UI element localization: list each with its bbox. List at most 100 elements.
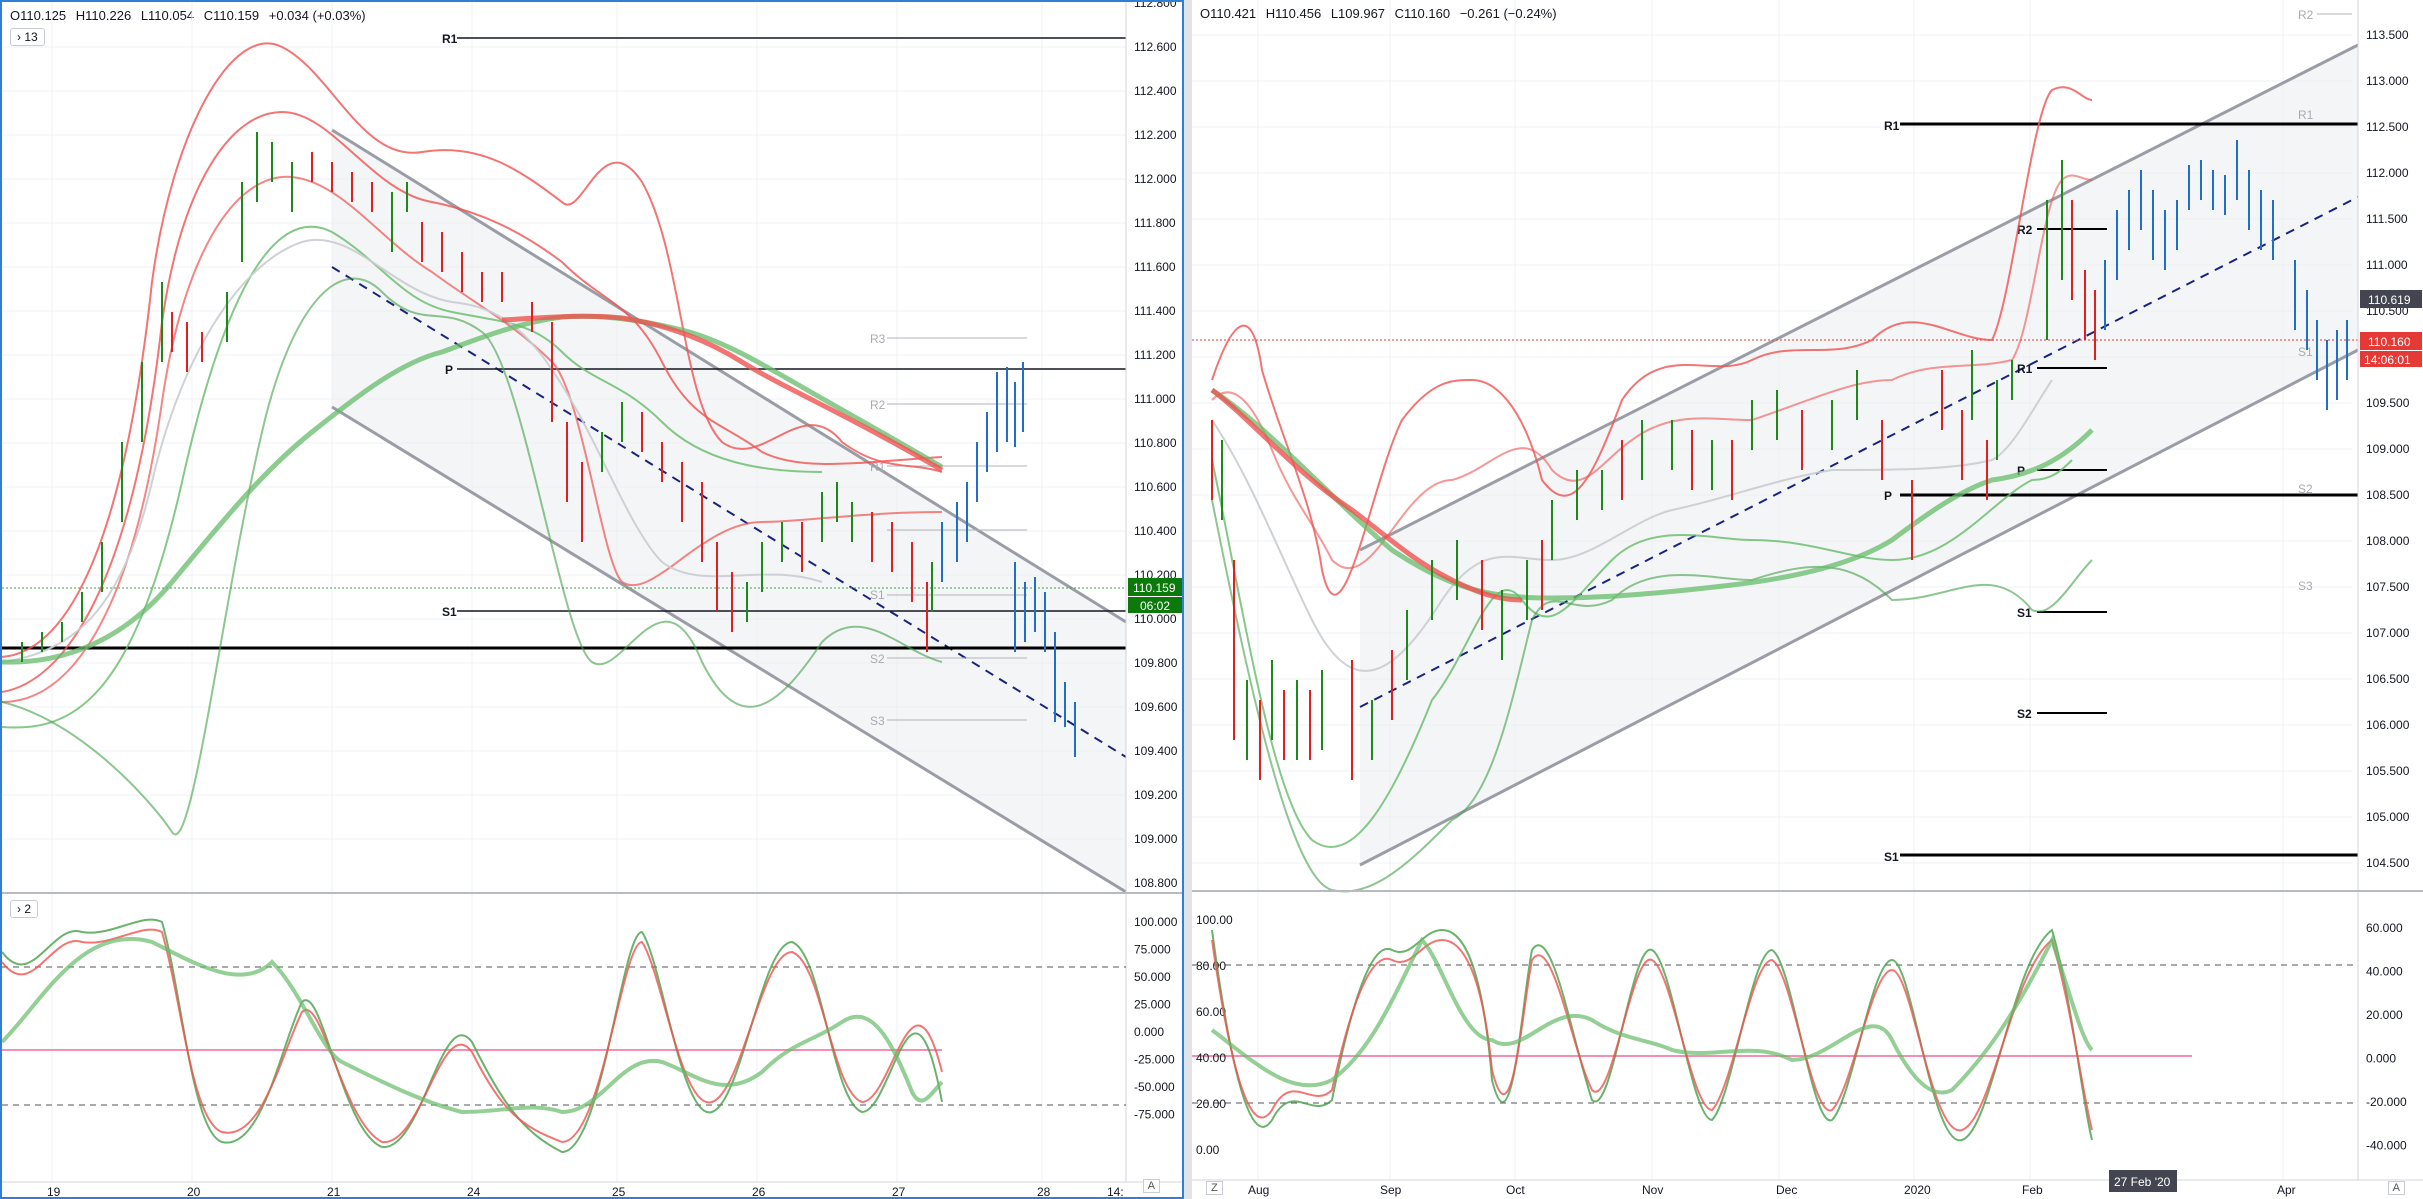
- right-price-axis-label: 109.500: [2366, 396, 2410, 410]
- right-price-axis-label: 106.500: [2366, 672, 2410, 686]
- left-pivot-r1b: R1: [870, 460, 886, 474]
- left-price-axis-label: 112.600: [1134, 40, 1177, 54]
- right-price-axis-label: 112.000: [2366, 166, 2409, 180]
- left-time-axis-label: 27: [892, 1185, 906, 1199]
- left-time-axis-label: 20: [187, 1185, 201, 1199]
- right-price-axis-label: 108.500: [2366, 488, 2410, 502]
- right-pivot-s1: S1: [2017, 606, 2032, 620]
- left-auto-scale-label: A: [1147, 1180, 1155, 1192]
- left-price-axis-label: 111.600: [1134, 260, 1176, 274]
- right-zoom-button[interactable]: Z: [1206, 1181, 1223, 1195]
- left-price-axis-label: 111.800: [1134, 216, 1176, 230]
- left-countdown: 06:02: [1140, 599, 1170, 613]
- left-indicator-toggle[interactable]: › 13: [10, 28, 45, 46]
- left-channel-mid: [331, 266, 1127, 758]
- right-time-axis-label: Dec: [1776, 1183, 1797, 1197]
- right-pivot-r1b: R1: [2298, 108, 2314, 122]
- right-pivot-pbot: P: [1884, 489, 1892, 503]
- right-auto-scale-button[interactable]: A: [2387, 1181, 2405, 1195]
- right-osc-right-axis-label: 40.000: [2366, 965, 2403, 979]
- right-time-axis-label: Aug: [1248, 1183, 1269, 1197]
- right-close: C110.160: [1394, 6, 1451, 21]
- right-open: O110.421: [1200, 6, 1257, 21]
- right-price-axis-label: 107.500: [2366, 580, 2410, 594]
- left-price-axis: 112.800 112.600 112.400 112.200 112.000 111.8…: [1134, 2, 1178, 890]
- left-ma-green: [2, 313, 944, 665]
- left-price-axis-label: 109.600: [1134, 700, 1178, 714]
- right-ma-green: [1210, 387, 2094, 601]
- left-price-axis-label: 110.800: [1134, 436, 1177, 450]
- right-pivot-r1: R1: [1884, 119, 1900, 133]
- right-auto-scale-label: A: [2392, 1182, 2400, 1194]
- left-osc-axis-label: 100.000: [1134, 915, 1178, 929]
- left-pivot-s1b: S1: [870, 588, 885, 602]
- left-time-axis-label: 19: [47, 1185, 61, 1199]
- right-change: −0.261 (−0.24%): [1459, 6, 1557, 21]
- left-osc-axis-label: 50.000: [1134, 970, 1171, 984]
- pane-divider[interactable]: [1184, 0, 1192, 1199]
- left-price-axis-label: 110.400: [1134, 524, 1177, 538]
- left-change: +0.034 (+0.03%): [268, 8, 366, 23]
- left-osc-axis-label: 0.000: [1134, 1025, 1164, 1039]
- left-time-axis-label: 14:: [1107, 1185, 1124, 1199]
- left-price-axis-label: 109.800: [1134, 656, 1178, 670]
- left-auto-scale-button[interactable]: A: [1142, 1179, 1160, 1193]
- right-osc-right-axis-label: 0.000: [2366, 1052, 2396, 1066]
- right-chart-pane[interactable]: O110.421 H110.456 L109.967 C110.160 −0.2…: [1192, 0, 2423, 1199]
- right-pivot-r2: R2: [2017, 223, 2033, 237]
- right-time-axis-label: Sep: [1380, 1183, 1402, 1197]
- right-osc-right-axis-label: -40.000: [2366, 1139, 2407, 1153]
- left-osc-count: 2: [24, 902, 32, 916]
- left-pivot-r2: R2: [870, 398, 886, 412]
- left-osc-toggle[interactable]: › 2: [10, 900, 39, 918]
- right-price-tag-1: 110.619: [2368, 293, 2411, 307]
- right-price-axis-label: 112.500: [2366, 120, 2409, 134]
- left-pivot-r3: R3: [870, 332, 886, 346]
- right-pivot-s1top: S1: [2298, 345, 2313, 359]
- right-price-axis-label: 106.000: [2366, 718, 2410, 732]
- right-price-axis-label: 107.000: [2366, 626, 2410, 640]
- right-pivot-s2: S2: [2017, 707, 2032, 721]
- right-price-axis-label: 109.000: [2366, 442, 2410, 456]
- left-high: H110.226: [75, 8, 132, 23]
- right-osc-right-axis-label: 60.000: [2366, 921, 2403, 935]
- left-indicator-count: 13: [24, 30, 38, 44]
- right-price-axis-label: 104.500: [2366, 856, 2410, 870]
- right-osc-left-axis-label: 100.00: [1196, 913, 1233, 927]
- right-price-axis-label: 113.000: [2366, 74, 2409, 88]
- left-price-axis-label: 109.200: [1134, 788, 1178, 802]
- left-time-axis-label: 21: [327, 1185, 341, 1199]
- right-time-axis-label: Oct: [1506, 1183, 1525, 1197]
- left-time-axis-label: 26: [752, 1185, 766, 1199]
- right-price-tag-2: 110.160: [2368, 335, 2411, 349]
- left-price-axis-label: 110.600: [1134, 480, 1177, 494]
- left-time-axis-label: 24: [467, 1185, 481, 1199]
- right-chart-canvas[interactable]: R1 P S1 R2 R1 P S1 S2 R2 R1 S1 S2 S3: [1192, 0, 2423, 1199]
- right-osc-right-axis-label: 20.000: [2366, 1008, 2403, 1022]
- left-chart-canvas[interactable]: R1 P S1 R3 R2 R1 S1 S2 S3: [2, 2, 1184, 1199]
- left-chart-pane[interactable]: O110.125 H110.226 L110.054 C110.159 +0.0…: [0, 0, 1184, 1199]
- right-zoom-label: Z: [1211, 1182, 1218, 1194]
- left-low: L110.054: [140, 8, 195, 23]
- left-time-axis-label: 25: [612, 1185, 626, 1199]
- right-osc-left-axis-label: 60.00: [1196, 1005, 1226, 1019]
- right-price-axis-label: 105.500: [2366, 764, 2410, 778]
- left-price-axis-label: 112.400: [1134, 84, 1177, 98]
- right-pivot-r1small: R1: [2017, 362, 2033, 376]
- left-channel-upper: [331, 128, 1127, 624]
- left-ohlc-legend: O110.125 H110.226 L110.054 C110.159 +0.0…: [10, 8, 372, 23]
- right-time-axis-label: Nov: [1642, 1183, 1663, 1197]
- left-pivot-p: P: [445, 363, 453, 377]
- left-pivot-r1: R1: [442, 32, 458, 46]
- left-price-axis-label: 109.000: [1134, 832, 1178, 846]
- right-osc-right-axis-label: -20.000: [2366, 1095, 2407, 1109]
- right-osc-left-axis-label: 40.00: [1196, 1051, 1226, 1065]
- left-pivot-s2: S2: [870, 652, 885, 666]
- right-osc-left-axis-label: 80.00: [1196, 959, 1226, 973]
- right-time-axis-label: Apr: [2277, 1183, 2296, 1197]
- left-price-axis-label: 112.000: [1134, 172, 1177, 186]
- left-osc-axis-label: -75.000: [1134, 1108, 1175, 1122]
- right-price-axis-label: 111.500: [2366, 212, 2408, 226]
- left-osc-axis-label: -50.000: [1134, 1080, 1175, 1094]
- right-price-axis-label: 105.000: [2366, 810, 2410, 824]
